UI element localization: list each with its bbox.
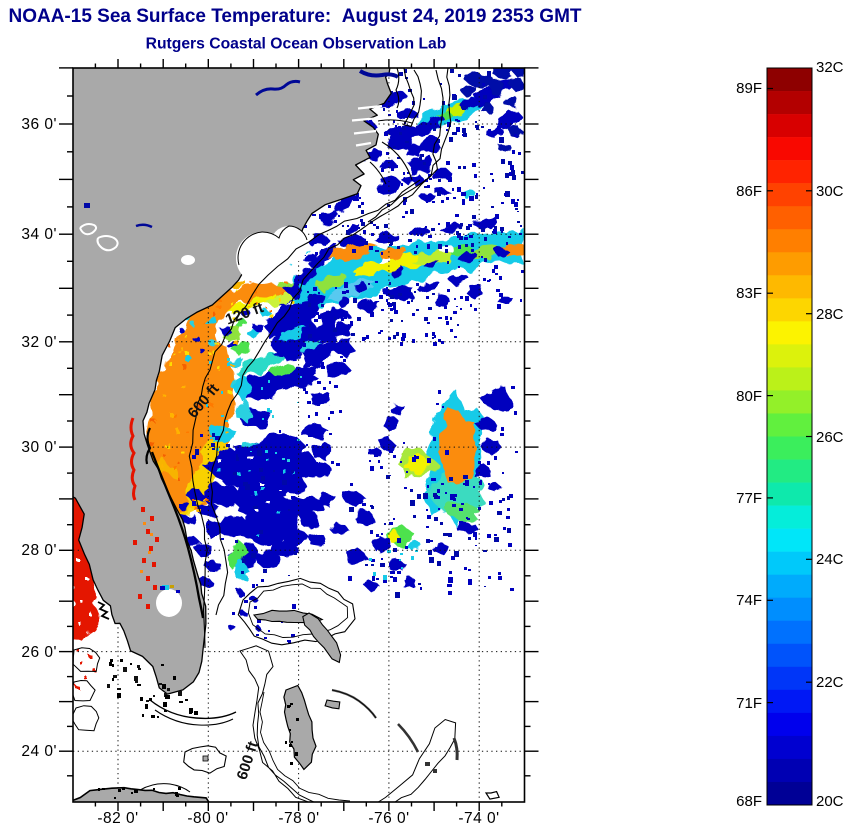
svg-text:32C: 32C (816, 59, 844, 76)
svg-text:83F: 83F (736, 285, 762, 302)
svg-text:80F: 80F (736, 388, 762, 405)
svg-text:-74 0': -74 0' (458, 810, 499, 827)
svg-text:74F: 74F (736, 592, 762, 609)
svg-text:-82 0': -82 0' (97, 810, 138, 827)
svg-text:28 0': 28 0' (21, 542, 57, 559)
svg-text:30C: 30C (816, 183, 844, 200)
svg-text:NOAA-15 Sea Surface Temperatur: NOAA-15 Sea Surface Temperature: August … (8, 6, 581, 27)
svg-text:71F: 71F (736, 695, 762, 712)
svg-text:36 0': 36 0' (21, 116, 57, 133)
svg-text:34 0': 34 0' (21, 226, 57, 243)
svg-text:32 0': 32 0' (21, 334, 57, 351)
svg-text:Rutgers Coastal Ocean Observat: Rutgers Coastal Ocean Observation Lab (146, 36, 447, 53)
svg-text:-78 0': -78 0' (278, 810, 319, 827)
svg-text:20C: 20C (816, 793, 844, 810)
svg-text:26C: 26C (816, 429, 844, 446)
svg-text:28C: 28C (816, 306, 844, 323)
svg-text:-80 0': -80 0' (187, 810, 228, 827)
svg-text:77F: 77F (736, 490, 762, 507)
svg-text:24 0': 24 0' (21, 743, 57, 760)
svg-text:24C: 24C (816, 551, 844, 568)
svg-text:22C: 22C (816, 674, 844, 691)
svg-text:-76 0': -76 0' (368, 810, 409, 827)
svg-text:26 0': 26 0' (21, 644, 57, 661)
svg-text:68F: 68F (736, 793, 762, 810)
svg-text:86F: 86F (736, 183, 762, 200)
svg-text:30 0': 30 0' (21, 439, 57, 456)
svg-text:89F: 89F (736, 80, 762, 97)
